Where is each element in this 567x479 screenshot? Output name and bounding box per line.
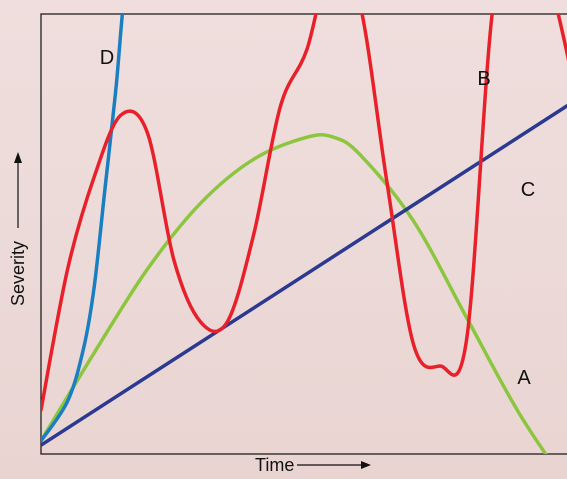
curve-labels-layer: A C D B: [100, 47, 535, 389]
plot-frame: [40, 13, 567, 455]
series-line-d: [41, 14, 125, 443]
series-label-a: A: [517, 367, 531, 389]
series-label-b: B: [477, 68, 490, 90]
series-line-b: [41, 14, 567, 412]
x-axis-label: Time: [255, 455, 294, 475]
y-axis-label-group: Severity: [8, 152, 28, 306]
series-layer: [41, 14, 567, 454]
x-axis-label-group: Time: [255, 455, 371, 475]
series-label-c: C: [521, 179, 535, 201]
x-axis-arrowhead: [361, 461, 371, 469]
y-axis-arrowhead: [14, 152, 22, 163]
y-axis-label: Severity: [8, 241, 28, 306]
series-label-d: D: [100, 47, 114, 69]
series-line-c: [41, 103, 567, 447]
series-line-a: [41, 132, 548, 454]
